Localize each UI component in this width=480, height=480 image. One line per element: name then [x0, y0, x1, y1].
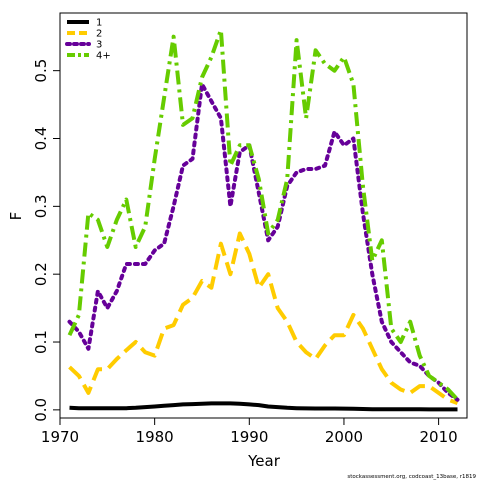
legend-label-1: 1	[96, 18, 102, 29]
legend-label-4: 4+	[96, 51, 111, 62]
x-tick-label: 1970	[41, 428, 79, 446]
x-tick-label: 2010	[420, 428, 458, 446]
credit-text: stockassessment.org, codcoast_13base, r1…	[347, 474, 476, 480]
y-tick-label: 0.2	[32, 262, 50, 286]
y-tick-label: 0.5	[32, 59, 50, 83]
legend-label-3: 3	[96, 40, 102, 51]
plot-frame	[59, 12, 468, 419]
series-line-3	[67, 82, 460, 402]
axis-layer: 1970 1980 1990 2000 2010 0.0 0.1 0.2 0.3 0.4 0.5	[32, 59, 458, 446]
series-line-4	[67, 28, 459, 402]
x-tick-label: 1980	[136, 428, 174, 446]
y-tick-label: 0.4	[32, 127, 50, 151]
y-tick-label: 0.3	[32, 194, 50, 218]
x-tick-label: 2000	[325, 428, 363, 446]
y-axis-title: F	[7, 212, 25, 221]
x-axis-title: Year	[247, 452, 281, 470]
series-line-2	[68, 231, 459, 405]
y-tick-label: 0.1	[32, 330, 50, 354]
series-line-1	[69, 401, 458, 412]
x-tick-label: 1990	[230, 428, 268, 446]
series-layer	[67, 28, 460, 412]
y-tick-label: 0.0	[32, 398, 50, 422]
legend-label-2: 2	[96, 29, 102, 40]
